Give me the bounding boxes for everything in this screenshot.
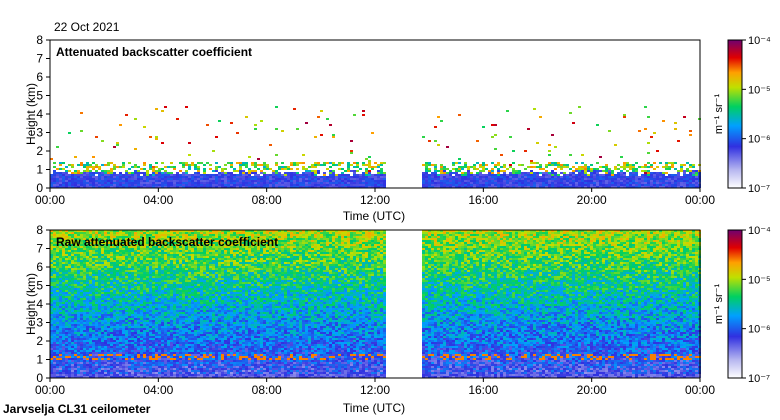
- y-tick-label: 7: [36, 52, 43, 66]
- plot-frame-attenuated: [50, 40, 700, 188]
- colorbar-attenuated: 10⁻⁷ 10⁻⁶ 10⁻⁵ 10⁻⁴ m⁻¹ sr⁻¹: [713, 35, 771, 195]
- x-tick-label: 00:00: [35, 193, 65, 207]
- colorbar-ticks-attenuated: 10⁻⁷ 10⁻⁶ 10⁻⁵ 10⁻⁴: [742, 35, 771, 195]
- y-tick-label: 8: [36, 33, 43, 47]
- y-tick-label: 2: [36, 334, 43, 348]
- x-tick-label: 12:00: [360, 383, 390, 397]
- panel-title-raw: Raw attenuated backscatter coefficient: [56, 235, 278, 249]
- x-tick-label: 08:00: [252, 383, 282, 397]
- x-axis-label-raw: Time (UTC): [343, 401, 405, 415]
- x-tick-label: 16:00: [468, 193, 498, 207]
- y-axis-label-attenuated: Height (km): [24, 83, 38, 145]
- panel-title-attenuated: Attenuated backscatter coefficient: [56, 45, 252, 59]
- instrument-label: Jarvselja CL31 ceilometer: [3, 402, 150, 416]
- colorbar-scale-raw: [728, 230, 742, 378]
- colorbar-tick-label: 10⁻⁶: [748, 324, 771, 336]
- x-tick-label: 16:00: [468, 383, 498, 397]
- colorbar-tick-label: 10⁻⁷: [748, 183, 770, 195]
- colorbar-raw: 10⁻⁷ 10⁻⁶ 10⁻⁵ 10⁻⁴ m⁻¹ sr⁻¹: [713, 225, 771, 385]
- x-tick-label: 12:00: [360, 193, 390, 207]
- y-tick-label: 8: [36, 223, 43, 237]
- panel-raw: Raw attenuated backscatter coefficient 0…: [24, 223, 771, 415]
- plot-area-attenuated: [50, 106, 701, 188]
- x-tick-label: 20:00: [577, 383, 607, 397]
- x-axis-attenuated: 00:00 04:00 08:00 12:00 16:00 20:00 00:00: [35, 188, 715, 207]
- y-tick-label: 6: [36, 260, 43, 274]
- x-axis-label-attenuated: Time (UTC): [343, 209, 405, 223]
- y-tick-label: 2: [36, 144, 43, 158]
- colorbar-tick-label: 10⁻⁵: [748, 84, 771, 96]
- y-tick-label: 7: [36, 242, 43, 256]
- x-tick-label: 00:00: [685, 383, 715, 397]
- colorbar-tick-label: 10⁻⁵: [748, 274, 771, 286]
- colorbar-label-raw: m⁻¹ sr⁻¹: [713, 284, 725, 325]
- colorbar-ticks-raw: 10⁻⁷ 10⁻⁶ 10⁻⁵ 10⁻⁴: [742, 225, 771, 385]
- y-tick-label: 6: [36, 70, 43, 84]
- colorbar-label-attenuated: m⁻¹ sr⁻¹: [713, 94, 725, 135]
- y-axis-label-raw: Height (km): [24, 273, 38, 335]
- colorbar-tick-label: 10⁻⁴: [748, 35, 771, 47]
- x-tick-label: 00:00: [685, 193, 715, 207]
- x-tick-label: 00:00: [35, 383, 65, 397]
- colorbar-tick-label: 10⁻⁶: [748, 134, 771, 146]
- x-tick-label: 08:00: [252, 193, 282, 207]
- x-tick-label: 04:00: [143, 383, 173, 397]
- colorbar-scale-attenuated: [728, 40, 742, 188]
- y-tick-label: 1: [36, 163, 43, 177]
- plot-area-raw: [50, 230, 701, 378]
- x-tick-label: 20:00: [577, 193, 607, 207]
- y-tick-label: 1: [36, 353, 43, 367]
- x-axis-raw: 00:00 04:00 08:00 12:00 16:00 20:00 00:00: [35, 378, 715, 397]
- panel-attenuated: Attenuated backscatter coefficient 01234…: [24, 33, 771, 223]
- colorbar-tick-label: 10⁻⁷: [748, 373, 770, 385]
- x-tick-label: 04:00: [143, 193, 173, 207]
- colorbar-tick-label: 10⁻⁴: [748, 225, 771, 237]
